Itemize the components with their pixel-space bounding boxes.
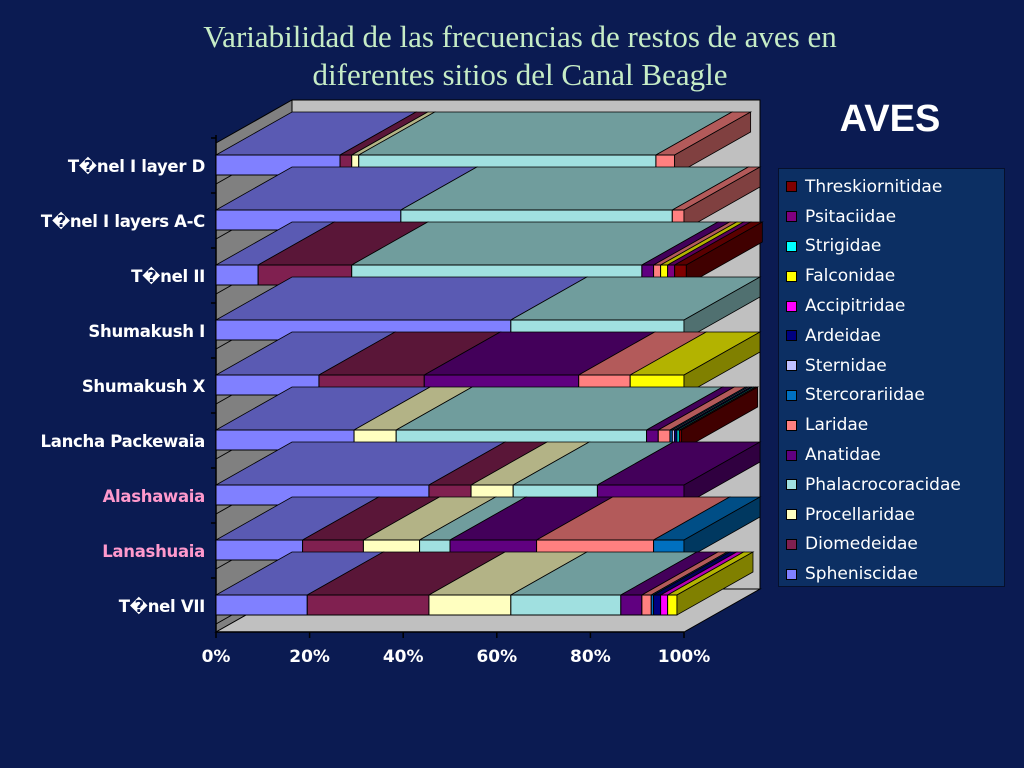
chart-title-line-2: diferentes sitios del Canal Beagle	[312, 57, 728, 92]
legend-swatch	[786, 270, 797, 282]
legend-swatch	[786, 389, 797, 401]
legend-item: Procellaridae	[779, 500, 1004, 530]
legend-item: Diomedeidae	[779, 530, 1004, 560]
legend-swatch	[786, 568, 797, 580]
bar-segment-falconidae	[667, 594, 678, 616]
legend-label: Sternidae	[805, 355, 887, 376]
legend-item: Anatidae	[779, 440, 1004, 470]
x-tick-label: 80%	[570, 647, 611, 667]
category-label: T�nel I layer D	[68, 156, 205, 176]
legend-item: Psitaciidae	[779, 202, 1004, 232]
legend-item: Spheniscidae	[779, 559, 1004, 589]
legend-swatch	[786, 330, 797, 342]
bar-end-falconidae	[676, 551, 754, 616]
bar-segment-anatidae	[620, 594, 643, 616]
legend-swatch	[786, 509, 797, 521]
legend-swatch	[786, 449, 797, 461]
legend-label: Falconidae	[805, 266, 896, 287]
legend-swatch	[786, 538, 797, 550]
chart-title-line-1: Variabilidad de las frecuencias de resto…	[203, 19, 837, 54]
legend-swatch	[786, 479, 797, 491]
legend-label: Threskiornitidae	[805, 176, 943, 197]
legend-item: Accipitridae	[779, 291, 1004, 321]
legend-label: Psitaciidae	[805, 206, 897, 227]
legend-swatch	[786, 300, 797, 312]
legend-item: Sternidae	[779, 351, 1004, 381]
legend-label: Anatidae	[805, 445, 881, 466]
legend-label: Procellaridae	[805, 504, 916, 525]
legend-label: Laridae	[805, 415, 869, 436]
legend-label: Strigidae	[805, 236, 882, 257]
legend-swatch	[786, 419, 797, 431]
bar-segment-laridae	[641, 594, 652, 616]
legend-title: AVES	[839, 98, 941, 140]
x-tick-label: 60%	[476, 647, 517, 667]
legend-item: Threskiornitidae	[779, 172, 1004, 202]
legend-label: Phalacrocoracidae	[805, 474, 961, 495]
legend: Threskiornitidae Psitaciidae Strigidae Falc…	[778, 168, 1005, 587]
x-tick-label: 20%	[289, 647, 330, 667]
legend-item: Strigidae	[779, 232, 1004, 262]
category-label: Alashawaia	[103, 487, 205, 506]
bar-segment-spheniscidae	[215, 264, 259, 286]
legend-swatch	[786, 240, 797, 252]
x-tick-label: 100%	[658, 647, 711, 667]
bar-segment-ardeidae	[653, 594, 662, 616]
bar-segment-accipitridae	[660, 594, 669, 616]
bar-segment-phalacrocoracidae	[510, 594, 622, 616]
x-tick-label: 0%	[202, 647, 231, 667]
category-label: T�nel I layers A-C	[41, 211, 205, 231]
legend-label: Accipitridae	[805, 296, 906, 317]
legend-item: Phalacrocoracidae	[779, 470, 1004, 500]
bar-segment-diomedeidae	[306, 594, 430, 616]
category-label: Shumakush I	[88, 322, 205, 341]
legend-label: Diomedeidae	[805, 534, 918, 555]
x-tick-label: 40%	[383, 647, 424, 667]
legend-swatch	[786, 360, 797, 372]
legend-swatch	[786, 181, 797, 193]
bar-segment-procellaridae	[428, 594, 512, 616]
legend-item: Stercorariidae	[779, 381, 1004, 411]
chart-title: Variabilidad de las frecuencias de resto…	[200, 18, 840, 94]
legend-item: Falconidae	[779, 261, 1004, 291]
legend-label: Ardeidae	[805, 325, 881, 346]
legend-label: Stercorariidae	[805, 385, 925, 406]
category-label: T�nel VII	[119, 596, 205, 616]
legend-item: Ardeidae	[779, 321, 1004, 351]
bar-segment-spheniscidae	[215, 594, 308, 616]
category-label: Lanashuaia	[102, 542, 205, 561]
category-label: Lancha Packewaia	[41, 432, 205, 451]
category-label: Shumakush X	[82, 377, 206, 396]
legend-label: Spheniscidae	[805, 564, 918, 585]
category-label: T�nel II	[131, 266, 205, 286]
legend-swatch	[786, 211, 797, 223]
legend-item: Laridae	[779, 410, 1004, 440]
